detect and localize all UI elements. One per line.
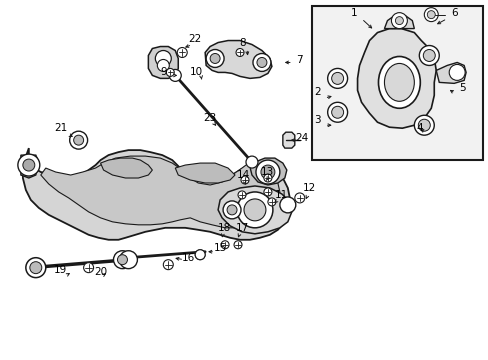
Circle shape [74,135,83,145]
Polygon shape [23,148,289,240]
Circle shape [256,58,266,67]
Circle shape [169,69,181,81]
Text: 20: 20 [94,267,107,276]
Circle shape [395,17,403,24]
Circle shape [221,241,228,249]
Text: 9: 9 [160,67,166,77]
Circle shape [413,115,433,135]
Circle shape [294,193,304,203]
Polygon shape [175,163,235,183]
Circle shape [424,8,437,22]
Polygon shape [384,15,413,28]
Text: 24: 24 [295,133,308,143]
Text: 16: 16 [181,253,194,263]
Polygon shape [218,186,291,234]
Text: 21: 21 [54,123,67,133]
Text: 8: 8 [239,37,246,48]
Circle shape [26,258,46,278]
Circle shape [267,198,275,206]
Polygon shape [101,158,152,178]
Circle shape [237,192,272,228]
Circle shape [427,11,434,19]
Circle shape [226,205,237,215]
Circle shape [117,255,127,265]
Circle shape [236,49,244,57]
Text: 3: 3 [314,115,321,125]
Circle shape [261,165,274,179]
Text: 11: 11 [275,190,288,200]
Circle shape [157,59,169,71]
Circle shape [166,68,174,76]
Circle shape [327,68,347,88]
Text: 12: 12 [303,183,316,193]
Text: 5: 5 [458,84,465,93]
Circle shape [331,72,343,84]
Circle shape [155,50,171,67]
Text: 14: 14 [236,170,249,180]
Polygon shape [41,156,279,228]
Text: 17: 17 [235,223,248,233]
Circle shape [419,45,438,66]
Circle shape [177,48,187,58]
Text: 19: 19 [54,265,67,275]
Circle shape [264,188,271,196]
Circle shape [119,251,137,269]
Circle shape [195,250,205,260]
Circle shape [210,54,220,63]
Ellipse shape [384,63,413,101]
Circle shape [223,201,241,219]
Circle shape [244,199,265,221]
Text: 6: 6 [450,8,457,18]
Polygon shape [205,41,271,78]
Circle shape [423,50,434,62]
Polygon shape [21,155,39,178]
Text: 13: 13 [261,167,274,177]
Text: 1: 1 [350,8,357,18]
Circle shape [331,106,343,118]
Bar [311,6,482,160]
Polygon shape [282,132,294,148]
Circle shape [390,13,407,28]
Circle shape [238,191,245,199]
Text: 15: 15 [213,243,226,253]
Circle shape [113,251,131,269]
Circle shape [30,262,41,274]
Polygon shape [148,46,178,78]
Text: 7: 7 [296,55,303,66]
Circle shape [234,241,242,249]
Circle shape [252,54,270,71]
Circle shape [18,154,40,176]
Circle shape [279,197,295,213]
Text: 18: 18 [217,223,230,233]
Polygon shape [249,158,286,185]
Circle shape [327,102,347,122]
Text: 23: 23 [203,113,216,123]
Ellipse shape [378,57,420,108]
Circle shape [417,119,429,131]
Circle shape [23,159,35,171]
Polygon shape [435,62,465,84]
Text: 4: 4 [415,123,422,133]
Circle shape [448,64,464,80]
Text: 22: 22 [188,33,202,44]
Circle shape [241,176,248,184]
Circle shape [255,160,279,184]
Circle shape [264,174,271,182]
Circle shape [83,263,93,273]
Circle shape [69,131,87,149]
Polygon shape [357,28,435,128]
Circle shape [245,156,258,168]
Text: 2: 2 [314,87,321,97]
Circle shape [195,250,205,260]
Text: 10: 10 [189,67,203,77]
Circle shape [163,260,173,270]
Circle shape [206,50,224,67]
